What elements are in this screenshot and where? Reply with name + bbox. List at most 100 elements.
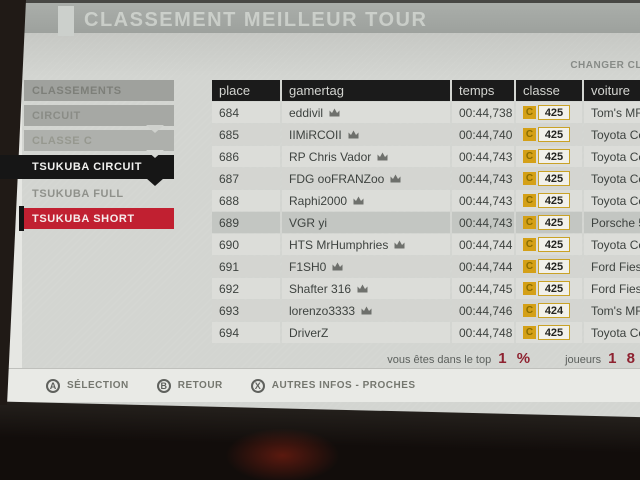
sidebar-item-tsukuba-circuit[interactable]: TSUKUBA CIRCUIT xyxy=(0,155,174,186)
row-687-place[interactable]: 687 xyxy=(212,168,280,189)
hint-autres-infos-proches: X AUTRES INFOS - PROCHES xyxy=(250,378,416,393)
row-692-place[interactable]: 692 xyxy=(212,278,280,299)
row-688-classe[interactable]: C 425 xyxy=(516,190,582,211)
gamertag-text: Shafter 316 xyxy=(289,281,352,296)
row-694-place[interactable]: 694 xyxy=(212,322,280,343)
row-693-voiture[interactable]: Tom's MR-S xyxy=(584,300,640,321)
column-header-voiture: voiture xyxy=(584,80,640,101)
controller-button-x-icon: X xyxy=(250,378,265,393)
row-687-voiture[interactable]: Toyota Celica xyxy=(584,168,640,189)
class-badge: C 424 xyxy=(523,303,570,318)
row-687-classe[interactable]: C 425 xyxy=(516,168,582,189)
row-694-temps[interactable]: 00:44,748 xyxy=(452,322,514,343)
row-687-temps[interactable]: 00:44,743 xyxy=(452,168,514,189)
row-685-voiture[interactable]: Toyota Celica xyxy=(584,124,640,145)
sidebar-item-classements[interactable]: CLASSEMENTS xyxy=(24,80,174,101)
row-691-gamertag[interactable]: F1SH0 xyxy=(282,256,450,277)
row-694-voiture[interactable]: Toyota Celica xyxy=(584,322,640,343)
row-687-gamertag[interactable]: FDG ooFRANZoo xyxy=(282,168,450,189)
row-693-place[interactable]: 693 xyxy=(212,300,280,321)
class-letter: C xyxy=(523,304,536,317)
class-badge: C 425 xyxy=(523,149,570,164)
crown-icon xyxy=(348,130,359,139)
row-692-gamertag[interactable]: Shafter 316 xyxy=(282,278,450,299)
summary-line: vous êtes dans le top 1 % joueurs 1 8 xyxy=(387,350,638,367)
row-689-place[interactable]: 689 xyxy=(212,212,280,233)
gamertag-text: RP Chris Vador xyxy=(289,149,372,164)
hint-label: RETOUR xyxy=(177,380,223,391)
controller-button-a-icon: A xyxy=(46,378,60,393)
row-686-place[interactable]: 686 xyxy=(212,146,280,167)
row-693-temps[interactable]: 00:44,746 xyxy=(452,300,514,321)
row-692-voiture[interactable]: Ford Fiesta xyxy=(584,278,640,299)
row-690-gamertag[interactable]: HTS MrHumphries xyxy=(282,234,450,255)
row-690-classe[interactable]: C 425 xyxy=(516,234,582,255)
row-685-gamertag[interactable]: IIMiRCOII xyxy=(282,124,450,145)
sidebar: CLASSEMENTS CIRCUIT CLASSE C TSUKUBA CIRCUI… xyxy=(0,80,174,233)
row-691-voiture[interactable]: Ford Fiesta xyxy=(584,256,640,277)
row-689-voiture[interactable]: Porsche 550 xyxy=(584,212,640,233)
row-693-classe[interactable]: C 424 xyxy=(516,300,582,321)
performance-index: 425 xyxy=(538,193,570,208)
row-689-temps[interactable]: 00:44,743 xyxy=(452,212,514,233)
chevron-down-icon xyxy=(146,178,164,186)
row-692-temps[interactable]: 00:44,745 xyxy=(452,278,514,299)
class-letter: C xyxy=(523,194,536,207)
row-689-gamertag[interactable]: VGR yi xyxy=(282,212,450,233)
sidebar-item-circuit[interactable]: CIRCUIT xyxy=(24,105,174,133)
players-label: joueurs xyxy=(565,354,602,366)
row-689-classe[interactable]: C 425 xyxy=(516,212,582,233)
row-688-voiture[interactable]: Toyota Celica xyxy=(584,190,640,211)
row-694-classe[interactable]: C 425 xyxy=(516,322,582,343)
row-690-place[interactable]: 690 xyxy=(212,234,280,255)
row-686-voiture[interactable]: Toyota Celica xyxy=(584,146,640,167)
hint-label: AUTRES INFOS - PROCHES xyxy=(271,380,416,391)
row-693-gamertag[interactable]: lorenzo3333 xyxy=(282,300,450,321)
class-badge: C 425 xyxy=(523,325,570,340)
gamertag-text: Raphi2000 xyxy=(289,193,348,208)
row-688-temps[interactable]: 00:44,743 xyxy=(452,190,514,211)
sidebar-item-tsukuba-full[interactable]: TSUKUBA FULL xyxy=(24,183,174,204)
crown-icon xyxy=(353,196,364,205)
row-684-classe[interactable]: C 425 xyxy=(516,102,582,123)
gamertag-text: FDG ooFRANZoo xyxy=(289,171,385,186)
row-692-classe[interactable]: C 425 xyxy=(516,278,582,299)
sidebar-item-classe-c[interactable]: CLASSE C xyxy=(24,130,174,158)
sidebar-item-tsukuba-short[interactable]: TSUKUBA SHORT xyxy=(19,206,174,231)
power-led-glow xyxy=(225,428,340,480)
gamertag-text: DriverZ xyxy=(289,325,329,340)
class-badge: C 425 xyxy=(523,193,570,208)
row-690-voiture[interactable]: Toyota Celica xyxy=(584,234,640,255)
gamertag-text: VGR yi xyxy=(289,215,328,230)
row-688-gamertag[interactable]: Raphi2000 xyxy=(282,190,450,211)
performance-index: 425 xyxy=(538,259,570,274)
row-694-gamertag[interactable]: DriverZ xyxy=(282,322,450,343)
row-691-place[interactable]: 691 xyxy=(212,256,280,277)
row-685-classe[interactable]: C 425 xyxy=(516,124,582,145)
row-684-place[interactable]: 684 xyxy=(212,102,280,123)
crown-icon xyxy=(357,284,368,293)
leaderboard-table: place gamertag temps classe voiture 684 eddivi… xyxy=(212,80,640,343)
row-684-temps[interactable]: 00:44,738 xyxy=(452,102,514,123)
change-class-button[interactable]: CHANGER CL xyxy=(570,60,640,71)
crown-icon xyxy=(329,108,340,117)
row-686-classe[interactable]: C 425 xyxy=(516,146,582,167)
row-691-classe[interactable]: C 425 xyxy=(516,256,582,277)
gamertag-text: lorenzo3333 xyxy=(289,303,356,318)
class-letter: C xyxy=(523,128,536,141)
top-percent-value: 1 % xyxy=(498,350,534,367)
class-badge: C 425 xyxy=(523,237,570,252)
row-686-gamertag[interactable]: RP Chris Vador xyxy=(282,146,450,167)
row-685-place[interactable]: 685 xyxy=(212,124,280,145)
chevron-down-icon xyxy=(146,150,164,158)
row-684-voiture[interactable]: Tom's MR-S xyxy=(584,102,640,123)
row-684-gamertag[interactable]: eddivil xyxy=(282,102,450,123)
title-accent-bar xyxy=(58,6,74,36)
page-title: CLASSEMENT MEILLEUR TOUR xyxy=(84,9,428,31)
row-688-place[interactable]: 688 xyxy=(212,190,280,211)
row-690-temps[interactable]: 00:44,744 xyxy=(452,234,514,255)
row-685-temps[interactable]: 00:44,740 xyxy=(452,124,514,145)
sidebar-item-label: TSUKUBA CIRCUIT xyxy=(32,161,143,173)
row-691-temps[interactable]: 00:44,744 xyxy=(452,256,514,277)
row-686-temps[interactable]: 00:44,743 xyxy=(452,146,514,167)
